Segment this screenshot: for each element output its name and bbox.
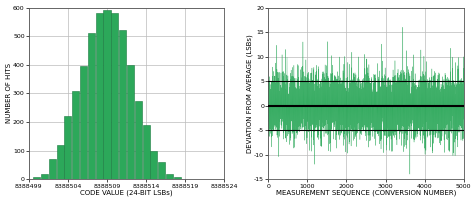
- Bar: [49, 159, 56, 179]
- Bar: [33, 177, 40, 179]
- Bar: [134, 101, 141, 179]
- Bar: [64, 116, 71, 179]
- Bar: [166, 174, 173, 179]
- Bar: [111, 13, 118, 179]
- X-axis label: CODE VALUE (24-BIT LSBs): CODE VALUE (24-BIT LSBs): [80, 190, 172, 196]
- Bar: [150, 151, 157, 179]
- Bar: [158, 162, 165, 179]
- Bar: [96, 13, 102, 179]
- Bar: [119, 31, 126, 179]
- Bar: [57, 145, 63, 179]
- Bar: [41, 174, 48, 179]
- Bar: [127, 65, 134, 179]
- Y-axis label: DEVIATION FROM AVERAGE (LSBs): DEVIATION FROM AVERAGE (LSBs): [246, 34, 252, 153]
- Bar: [72, 91, 79, 179]
- Bar: [142, 125, 149, 179]
- Bar: [80, 66, 87, 179]
- Bar: [88, 33, 95, 179]
- Bar: [103, 11, 110, 179]
- Bar: [173, 177, 180, 179]
- Y-axis label: NUMBER OF HITS: NUMBER OF HITS: [6, 63, 11, 123]
- X-axis label: MEASUREMENT SEQUENCE (CONVERSION NUMBER): MEASUREMENT SEQUENCE (CONVERSION NUMBER): [275, 190, 455, 196]
